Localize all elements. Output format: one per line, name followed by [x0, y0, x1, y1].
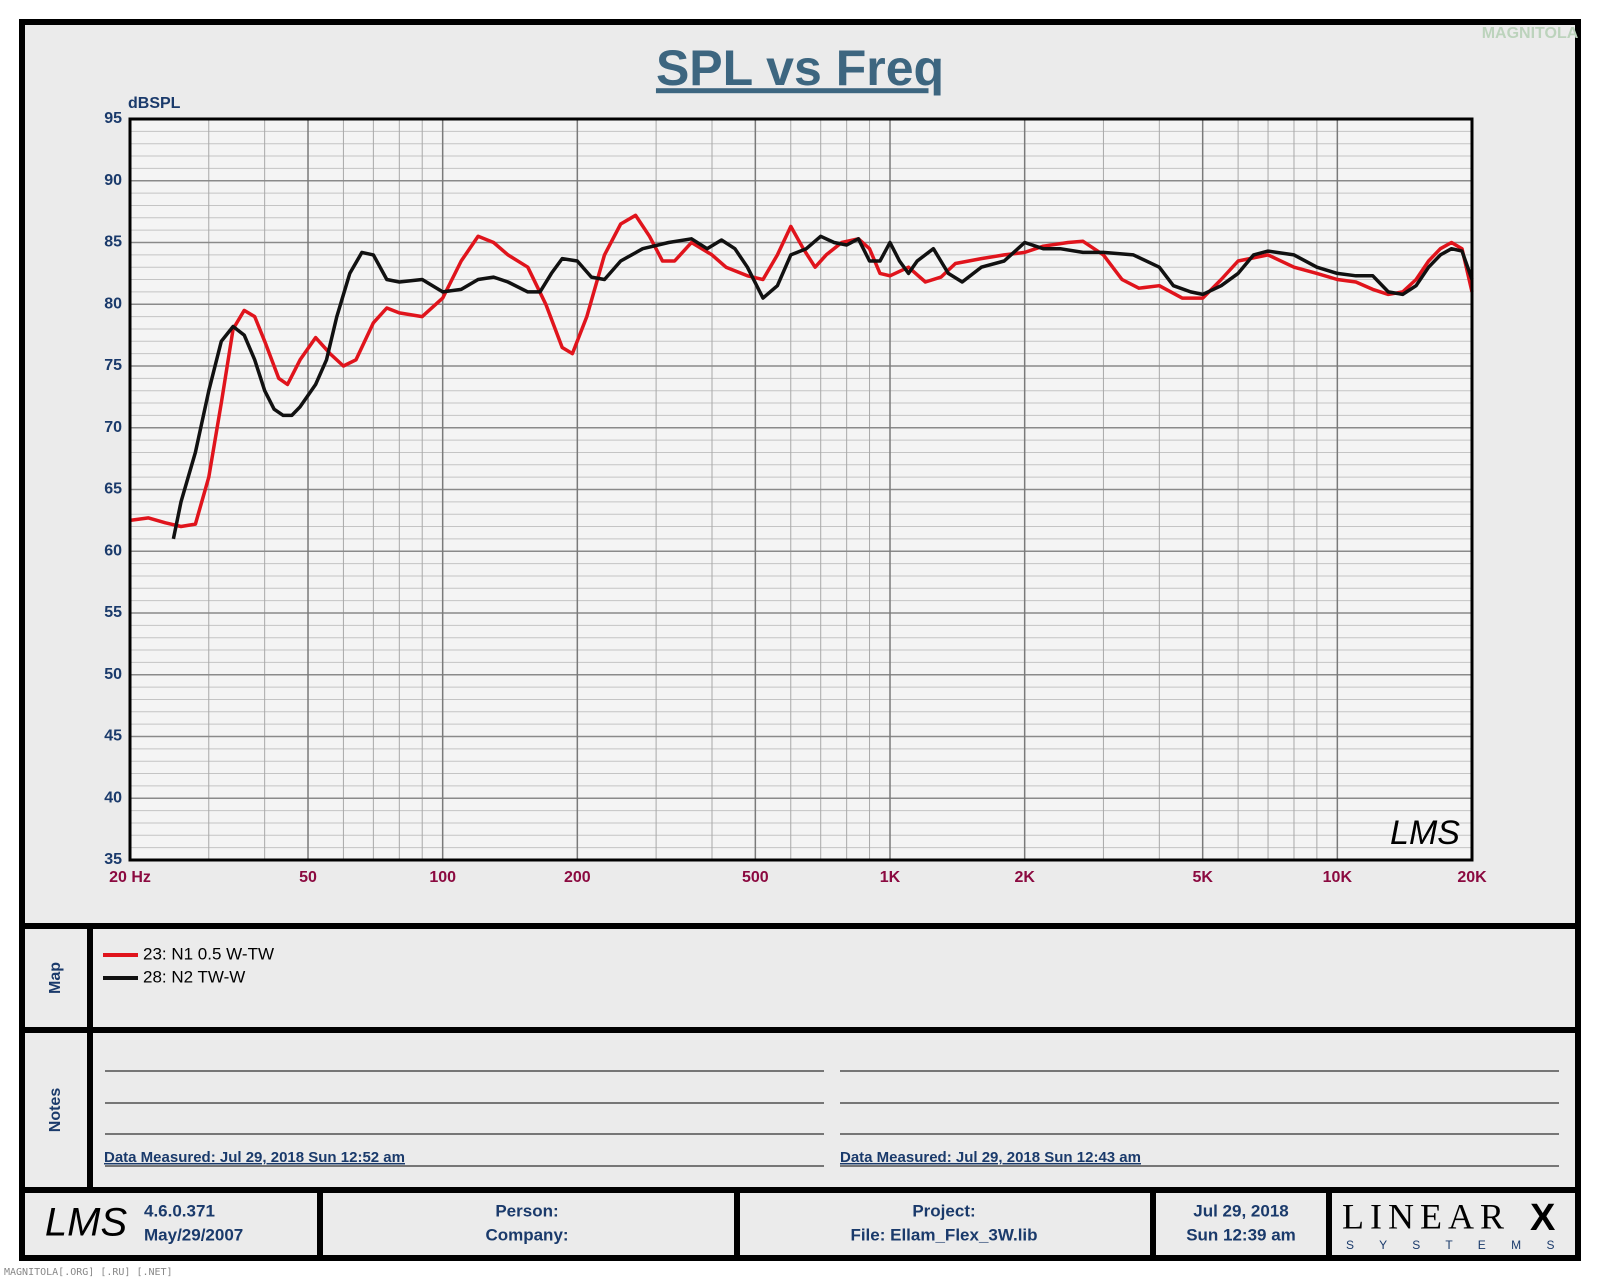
legend: 23: N1 0.5 W-TW 28: N2 TW-W — [103, 944, 274, 986]
x-tick-label: 20 Hz — [109, 869, 151, 886]
project: Project: — [912, 1201, 975, 1220]
x-tick-label: 200 — [564, 869, 591, 886]
legend-label: 28: N2 TW-W — [143, 967, 245, 986]
time: Sun 12:39 am — [1186, 1225, 1296, 1244]
x-tick-label: 10K — [1323, 869, 1353, 886]
plot — [129, 213, 1474, 540]
version: 4.6.0.371 — [144, 1201, 215, 1220]
note-text: Data Measured: Jul 29, 2018 Sun 12:52 am — [104, 1149, 405, 1166]
notes-label: Notes — [47, 1088, 64, 1133]
x-tick-label: 5K — [1192, 869, 1213, 886]
y-tick-label: 80 — [104, 295, 122, 312]
x-tick-label: 2K — [1014, 869, 1035, 886]
x-tick-label: 20K — [1457, 869, 1487, 886]
plot-border — [128, 117, 1474, 862]
y-tick-label: 40 — [104, 789, 122, 806]
company: Company: — [485, 1225, 568, 1244]
x-tick-label: 50 — [299, 869, 317, 886]
y-tick-label: 75 — [104, 357, 122, 374]
legend-label: 23: N1 0.5 W-TW — [143, 944, 274, 963]
map-label: Map — [47, 962, 64, 994]
y-tick-label: 65 — [104, 481, 122, 498]
y-tick-label: 35 — [104, 851, 122, 868]
x-tick-label: 100 — [429, 869, 456, 886]
brand-sub: S Y S T E M S — [1346, 1238, 1565, 1252]
file: File: Ellam_Flex_3W.lib — [850, 1225, 1037, 1244]
date: Jul 29, 2018 — [1193, 1201, 1288, 1220]
grid — [129, 118, 1473, 861]
series-line — [171, 234, 1474, 540]
y-tick-label: 60 — [104, 542, 122, 559]
y-tick-label: 50 — [104, 666, 122, 683]
watermark: MAGNITOLA[.ORG] [.RU] [.NET] — [4, 1267, 173, 1278]
person: Person: — [495, 1201, 558, 1220]
y-axis-label: dBSPL — [128, 95, 181, 112]
y-tick-label: 95 — [104, 110, 122, 127]
y-tick-label: 70 — [104, 419, 122, 436]
x-tick-label: 1K — [880, 869, 901, 886]
y-tick-label: 90 — [104, 172, 122, 189]
x-tick-label: 500 — [742, 869, 769, 886]
plot-logo: LMS — [1390, 814, 1460, 852]
note-lines — [105, 1070, 1559, 1167]
series-line — [129, 213, 1474, 529]
y-tick-label: 85 — [104, 234, 122, 251]
brand-x: X — [1530, 1197, 1556, 1239]
y-tick-label: 45 — [104, 728, 122, 745]
watermark: MAGNITOLA — [1482, 25, 1579, 42]
version-date: May/29/2007 — [144, 1225, 243, 1244]
chart-title: SPL vs Freq — [656, 40, 944, 96]
footer-logo: LMS — [45, 1201, 128, 1245]
panel-dividers — [22, 923, 1578, 1258]
brand: LINEAR — [1342, 1196, 1510, 1236]
note-text: Data Measured: Jul 29, 2018 Sun 12:43 am — [840, 1149, 1141, 1166]
y-tick-label: 55 — [104, 604, 122, 621]
